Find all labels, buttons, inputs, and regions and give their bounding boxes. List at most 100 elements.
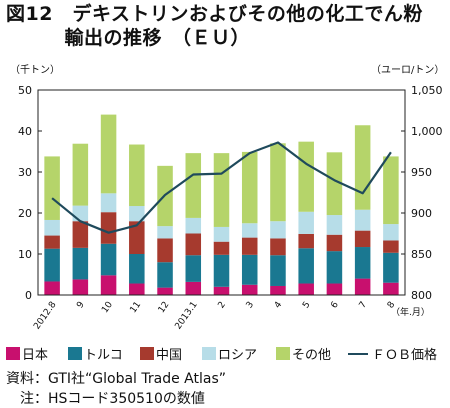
x-axis-tick-label: 2012.8 — [32, 300, 58, 332]
x-axis-tick-label: 3 — [245, 300, 256, 310]
source-note: 資料：GTI社“Global Trade Atlas” — [6, 371, 227, 387]
legend-item-japan: 日本 — [6, 344, 48, 363]
bar-segment-turkey — [100, 243, 117, 276]
legend-swatch-russia — [202, 347, 216, 360]
legend-label-fob: ＦＯＢ価格 — [372, 348, 438, 363]
bar-segment-other — [326, 152, 343, 216]
x-axis-tick-label: 12 — [157, 300, 172, 315]
right-axis-tick-label: 850 — [411, 248, 432, 261]
bar-segment-china — [298, 233, 314, 249]
bar-segment-other — [72, 143, 89, 206]
chart-title-line1: 図12 デキストリンおよびその他の化工でん粉 — [6, 3, 423, 25]
bar-segment-turkey — [129, 254, 145, 284]
right-axis-tick-label: 900 — [411, 207, 432, 220]
bar-segment-turkey — [354, 247, 371, 279]
bar-segment-russia — [44, 219, 60, 236]
x-axis-unit: （年.月） — [391, 306, 430, 318]
bar-segment-china — [44, 235, 60, 249]
bar-segment-china — [354, 230, 371, 248]
right-axis-tick-label: 800 — [411, 289, 432, 302]
x-axis-tick-label: 11 — [129, 300, 144, 315]
left-axis-unit: （千トン） — [10, 65, 60, 76]
left-axis-tick-label: 20 — [18, 207, 32, 220]
bar-segment-turkey — [185, 255, 202, 282]
chart-area: 0 10 20 30 40 50 800 850 900 950 1,000 1,050 2012.8 9… — [18, 84, 443, 332]
legend-item-china: 中国 — [140, 344, 182, 363]
bar-segment-japan — [383, 282, 399, 295]
x-axis-tick-label: 2013.1 — [173, 300, 199, 332]
right-axis-tick-label: 1,050 — [411, 84, 443, 97]
bar-segment-russia — [72, 205, 89, 222]
bar-segment-japan — [185, 281, 202, 295]
legend-label-japan: 日本 — [22, 348, 49, 363]
plot-frame — [37, 89, 406, 296]
legend-label-china: 中国 — [156, 348, 183, 363]
legend-swatch-china — [140, 347, 154, 360]
hs-code-note: 注：HSコード350510の数値 — [6, 391, 205, 407]
chart-title: 図12 デキストリンおよびその他の化工でん粉 輸出の推移 （ＥＵ） — [6, 2, 423, 50]
bar-segment-other — [270, 143, 286, 222]
bar-segment-other — [44, 156, 60, 220]
x-axis-tick-label: 2 — [216, 300, 227, 310]
chart-title-line2: 輸出の推移 （ＥＵ） — [6, 27, 251, 49]
bar-segment-japan — [270, 285, 286, 295]
bar-segment-china — [241, 237, 258, 255]
x-axis-tick-label: 5 — [301, 300, 312, 310]
bar-segment-russia — [157, 226, 173, 239]
x-axis-tick-label: 6 — [329, 300, 341, 311]
bar-segment-other — [100, 114, 117, 194]
bar-segment-china — [383, 240, 399, 253]
bar-segment-other — [354, 125, 371, 210]
bar-segment-turkey — [241, 254, 258, 285]
left-axis-tick-label: 30 — [18, 166, 32, 179]
x-axis-tick-label: 9 — [75, 300, 87, 311]
legend-label-other: その他 — [292, 348, 332, 363]
left-axis-tick-label: 10 — [18, 248, 32, 261]
bar-segment-japan — [129, 283, 145, 295]
bar-segment-turkey — [44, 248, 60, 282]
bar-segment-turkey — [298, 248, 314, 284]
bar-segment-china — [185, 233, 202, 256]
bar-segment-china — [213, 241, 230, 255]
right-axis-unit: （ユーロ/トン） — [371, 65, 445, 76]
bar-segment-turkey — [157, 262, 173, 288]
bar-segment-russia — [241, 223, 258, 238]
bar-segment-other — [185, 153, 202, 218]
right-axis-tick-label: 1,000 — [411, 125, 443, 138]
legend-swatch-other — [276, 347, 290, 360]
bar-segment-russia — [383, 224, 399, 241]
left-axis-tick-label: 50 — [18, 84, 32, 97]
x-axis-tick-label: 7 — [358, 300, 369, 310]
bar-segment-russia — [354, 209, 371, 231]
bar-segment-other — [383, 156, 399, 225]
bar-segment-other — [213, 153, 230, 227]
bar-segment-japan — [241, 284, 258, 295]
bar-segment-china — [129, 221, 145, 254]
bar-segment-turkey — [326, 251, 343, 284]
bar-segment-turkey — [383, 252, 399, 283]
bar-segment-russia — [326, 215, 343, 235]
bar-segment-china — [270, 238, 286, 256]
bar-segment-china — [326, 234, 343, 252]
bar-segment-japan — [44, 281, 60, 295]
bar-segment-japan — [354, 278, 371, 295]
bar-segment-japan — [298, 283, 314, 295]
bar-segment-japan — [213, 286, 230, 295]
bar-segment-china — [100, 212, 117, 244]
x-axis-tick-label: 8 — [386, 300, 398, 311]
bar-segment-russia — [129, 206, 145, 222]
fob-line-layer — [51, 141, 392, 234]
legend-line-fob — [348, 352, 368, 355]
left-axis-tick-label: 0 — [25, 289, 32, 302]
bar-segment-japan — [72, 279, 89, 295]
bar-segment-japan — [326, 283, 343, 295]
bar-segment-china — [157, 238, 173, 263]
bar-segment-russia — [213, 226, 230, 242]
bar-segment-russia — [185, 217, 202, 234]
bar-segment-japan — [157, 287, 173, 295]
bar-segment-other — [241, 151, 258, 224]
legend-item-fob: ＦＯＢ価格 — [348, 344, 437, 363]
bar-segment-turkey — [72, 247, 89, 280]
x-axis-tick-label: 4 — [273, 300, 285, 311]
right-axis-tick-label: 950 — [411, 166, 432, 179]
